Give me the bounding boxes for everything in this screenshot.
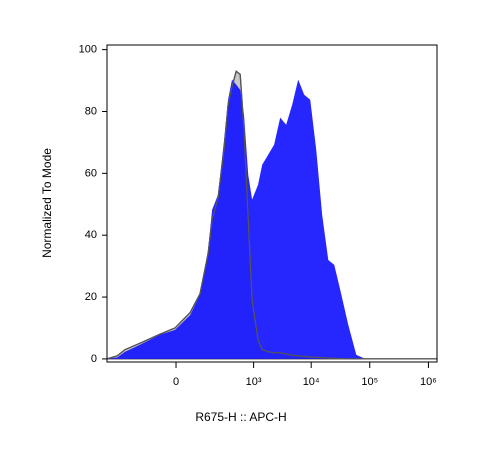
x-axis-label: R675-H :: APC-H [195, 410, 286, 424]
x-tick-label: 0 [173, 376, 179, 388]
y-tick-label: 20 [85, 291, 97, 303]
x-tick-label: 10³ [246, 376, 262, 388]
x-tick-label: 10⁴ [303, 376, 320, 388]
y-tick-label: 0 [91, 353, 97, 365]
histogram-outline [106, 70, 437, 360]
y-tick-label: 60 [85, 167, 97, 179]
y-tick-label: 40 [85, 229, 97, 241]
y-tick-label: 100 [79, 44, 97, 56]
y-tick-label: 80 [85, 105, 97, 117]
x-tick-label: 10⁵ [361, 376, 378, 388]
y-axis-label: Normalized To Mode [40, 148, 54, 258]
plot-frame [106, 44, 438, 363]
x-tick-label: 10⁶ [420, 376, 437, 388]
histogram-area [107, 79, 437, 359]
